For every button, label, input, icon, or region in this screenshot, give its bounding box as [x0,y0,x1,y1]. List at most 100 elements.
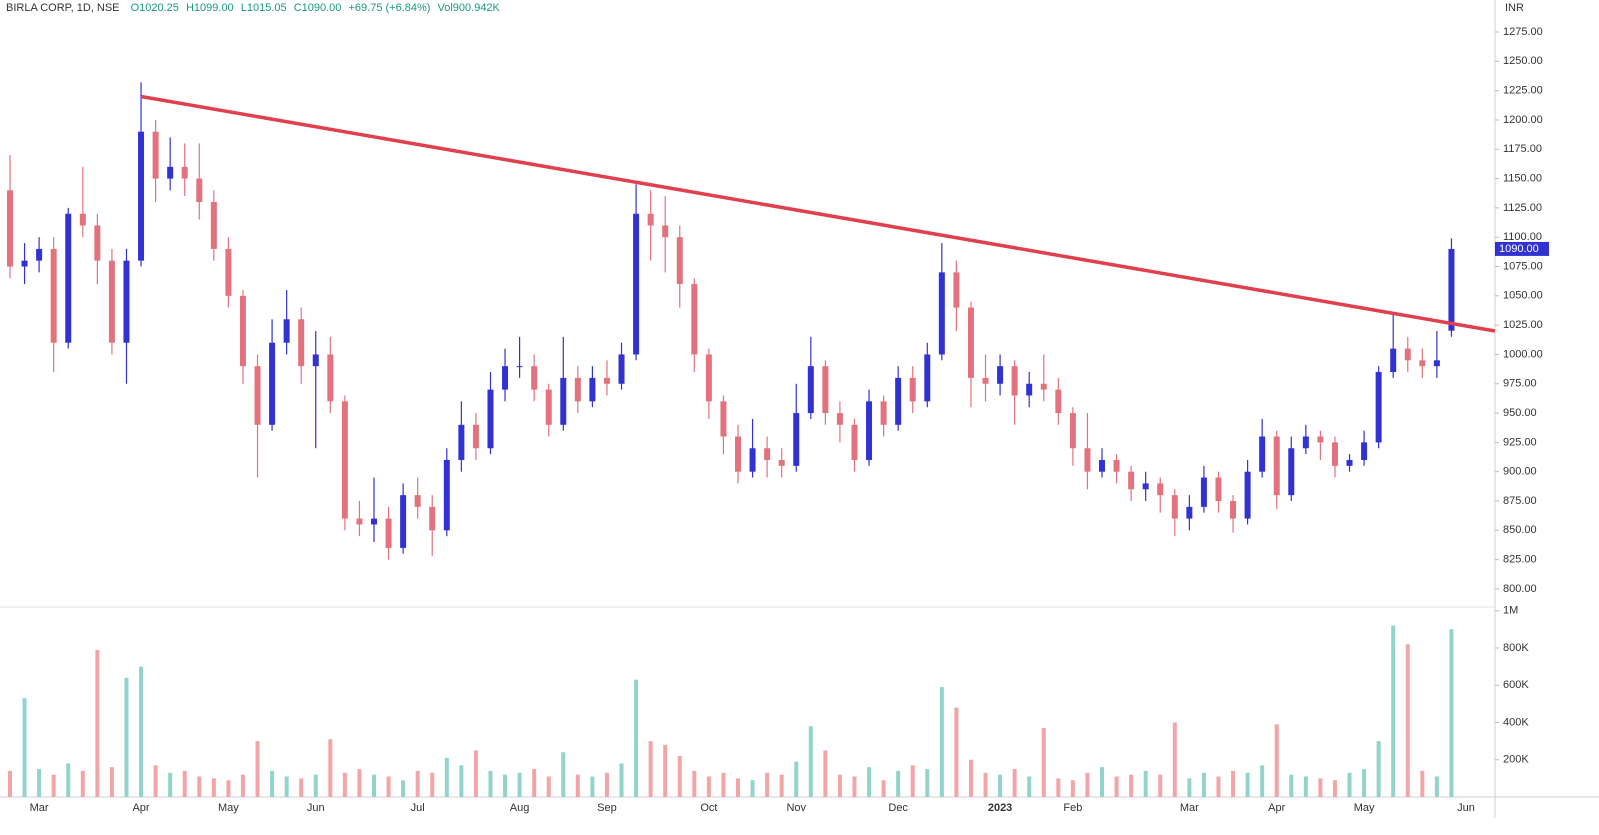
volume-bar [139,666,144,797]
candle-body [1288,448,1295,496]
candle-body [371,518,377,525]
volume-bar [983,772,988,797]
candle-body [749,448,756,472]
x-tick-label: Apr [132,802,149,814]
candle-body [210,202,217,249]
volume-bar [1056,778,1061,797]
volume-bar [1245,772,1250,797]
candle-body [269,342,276,425]
volume-bar [270,770,275,797]
volume-bar [1041,728,1046,797]
candle-body [108,260,115,343]
x-tick-label: Jun [307,802,325,814]
candle-body [94,225,101,261]
candle-body [778,459,785,466]
x-tick-label: May [218,802,239,814]
header: BIRLA CORP, 1D, NSE O1020.25 H1099.00 L1… [6,2,501,14]
volume-bar [765,772,770,797]
volume-bar [721,772,726,797]
volume-bar [197,776,202,797]
candle-body [138,131,145,261]
y-tick-label: 1075.00 [1503,260,1543,272]
x-tick-label: Dec [888,802,908,814]
candle-body [50,248,57,343]
candle-body [822,366,829,414]
volume-bar [401,780,406,797]
candle-body [851,424,858,460]
volume-bar [1303,776,1308,797]
candle-body [458,424,465,460]
candle-body [1317,436,1324,443]
candle-body [647,213,654,226]
volume-bar [648,741,653,797]
volume-bar [109,767,114,797]
volume-bar [750,780,755,797]
candle-body [196,178,203,203]
volume-bar [968,759,973,797]
candle-body [472,424,479,449]
volume-bar [372,774,376,797]
volume-bar [1332,780,1337,797]
candle-body [866,401,873,460]
candle-body [487,389,494,449]
volume-bar [240,774,245,797]
volume-bar [1100,767,1104,797]
x-tick-label: Jun [1457,802,1475,814]
volume-bar [1376,741,1381,797]
volume-bar [867,767,872,797]
candle-body [225,248,232,296]
y-tick-label: 1050.00 [1503,290,1543,302]
volume-bar [736,778,740,797]
y-tick-label: 1025.00 [1503,319,1543,331]
candle-body [1244,471,1251,519]
volume-bar [342,772,347,797]
volume-bar [1201,772,1206,797]
volume-bar [634,679,639,797]
candle-body [516,366,523,368]
y-tick-label: 875.00 [1503,495,1537,507]
volume-bar [1347,772,1352,797]
volume-bar [1085,772,1090,797]
y-tick-label: 900.00 [1503,466,1537,478]
candle-body [1259,436,1266,472]
candle-body [1084,448,1091,472]
candle-body [79,213,86,226]
x-tick-label: Mar [1180,802,1199,814]
candle-body [735,436,741,472]
y-tick-label: 1000.00 [1503,348,1543,360]
candle-body [414,495,421,507]
y-tick-label: 1200.00 [1503,114,1543,126]
volume-bar [8,770,12,797]
candle-body [1375,372,1382,443]
x-tick-label: Apr [1268,802,1285,814]
volume-bar [1216,776,1221,797]
volume-bar [1449,629,1454,797]
volume-bar [66,763,71,797]
candle-body [836,413,843,425]
volume-bar [1289,774,1294,797]
volume-bar [1143,770,1148,797]
candle-body [1157,483,1164,496]
candle-body [123,260,130,343]
candle-body [1186,506,1193,519]
candle-body [909,377,916,402]
candle-body [997,366,1004,384]
candle-body [589,377,596,402]
close: C1090.00 [294,2,342,14]
candle-body [167,166,174,179]
volume-bar [619,763,624,797]
y-tick-label: 1250.00 [1503,55,1543,67]
candle-body [705,354,712,402]
candle-body [429,506,436,531]
y-tick-label: 825.00 [1503,554,1537,566]
candle-body [545,389,552,425]
candle-body [1099,459,1105,472]
volume-bar [1318,778,1323,797]
candle-body [1040,383,1047,390]
volume-bar [124,677,129,797]
volume-bar [1027,776,1032,797]
y2-tick-label: 400K [1503,716,1529,728]
candle-body [662,225,669,238]
candle-body [618,354,625,384]
candle-body [807,366,814,414]
